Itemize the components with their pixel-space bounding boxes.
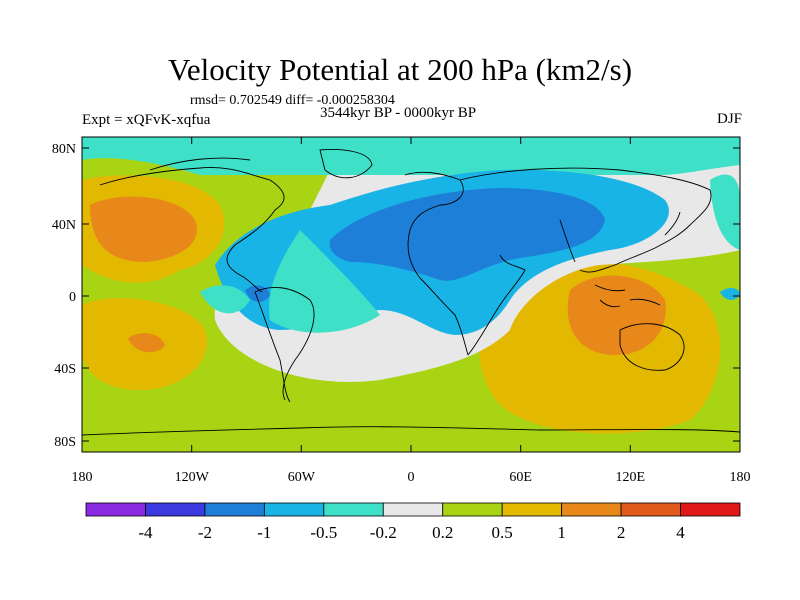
colorbar-label: 0.5 <box>492 523 513 542</box>
lon-tick-label: 60W <box>288 470 316 485</box>
lon-tick-label: 60E <box>509 470 532 485</box>
lon-tick-label: 120E <box>616 470 646 485</box>
lon-tick-label: 180 <box>730 470 751 485</box>
field-region-weak-negative <box>269 230 380 333</box>
experiment-label: Expt = xQFvK-xqfua <box>82 112 211 128</box>
map-title: Velocity Potential at 200 hPa (km2/s) <box>167 52 633 87</box>
colorbar-swatch <box>680 502 741 517</box>
colorbar-swatch <box>323 502 384 517</box>
colorbar-swatch <box>85 502 146 517</box>
longitude-axis: 180 120W 60W 0 60E 120E 180 <box>72 137 751 485</box>
lon-tick-label: 120W <box>175 470 210 485</box>
stats-text: rmsd= 0.702549 diff= -0.000258304 <box>190 93 395 108</box>
colorbar-label: -2 <box>198 523 212 542</box>
field-region-weak-negative <box>710 174 740 250</box>
velocity-potential-field <box>82 137 740 452</box>
field-region-negative <box>720 288 740 300</box>
colorbar-swatch <box>620 502 681 517</box>
colorbar-label: -0.2 <box>370 523 397 542</box>
colorbar-label: -4 <box>138 523 153 542</box>
colorbar-swatch <box>145 502 206 517</box>
colorbar-label: -1 <box>257 523 271 542</box>
field-region-strong-positive <box>90 196 197 262</box>
season-label: DJF <box>716 111 742 127</box>
colorbar-label: 1 <box>557 523 566 542</box>
colorbar-swatch <box>382 502 444 517</box>
field-region-strong-positive <box>567 275 666 355</box>
colorbar-swatch <box>442 502 503 517</box>
colorbar-label: -0.5 <box>310 523 337 542</box>
lat-tick-label: 40S <box>54 362 76 377</box>
lat-tick-label: 0 <box>69 290 76 305</box>
field-region-strong-positive <box>128 333 165 353</box>
colorbar-swatch <box>501 502 563 517</box>
colorbar-swatch <box>263 502 325 517</box>
colorbar-swatch <box>204 502 265 517</box>
latitude-axis: 80N 40N 0 40S 80S <box>52 142 740 450</box>
field-region-strong-negative <box>329 188 605 281</box>
lon-tick-label: 0 <box>408 470 415 485</box>
coastlines <box>82 149 740 436</box>
lat-tick-label: 40N <box>52 218 76 233</box>
field-region-weak-negative <box>82 137 740 175</box>
lat-tick-label: 80S <box>54 435 76 450</box>
colorbar-label: 0.2 <box>432 523 453 542</box>
lon-tick-label: 180 <box>72 470 93 485</box>
colorbar-swatch <box>561 502 622 517</box>
colorbar-label: 4 <box>676 523 685 542</box>
period-label: 3544kyr BP - 0000kyr BP <box>320 105 477 121</box>
field-region-strong-negative <box>245 285 270 302</box>
lat-tick-label: 80N <box>52 142 76 157</box>
colorbar-label: 2 <box>617 523 626 542</box>
field-region-weak-negative <box>200 285 250 314</box>
colorbar: -4 -2 -1 -0.5 -0.2 0.2 0.5 1 2 4 <box>85 502 741 542</box>
